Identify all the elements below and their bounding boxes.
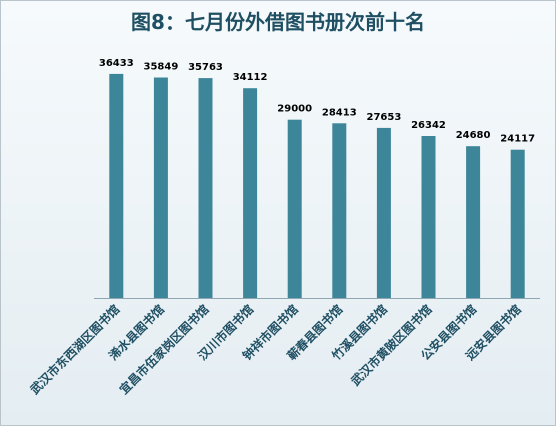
bar	[153, 77, 168, 298]
bar	[198, 78, 213, 298]
bar	[243, 88, 258, 298]
value-label: 35763	[188, 62, 223, 73]
bar	[287, 119, 302, 298]
bar	[510, 149, 525, 298]
value-label: 28413	[322, 107, 357, 118]
bar	[109, 73, 124, 299]
bar	[332, 123, 347, 298]
value-label: 34112	[233, 72, 268, 83]
category-label: 武汉市东西湖区图书馆	[27, 302, 122, 397]
value-label: 27653	[367, 112, 402, 123]
bar	[421, 136, 436, 298]
value-labels-group: 36433 35849 35763 34112 29000 28413 27653 26342…	[99, 58, 535, 145]
bar	[466, 146, 481, 298]
value-label: 24117	[500, 134, 535, 145]
value-label: 29000	[277, 104, 312, 115]
chart-title: 图8：七月份外借图书册次前十名	[131, 10, 425, 34]
category-labels-group: 武汉市东西湖区图书馆浠水县图书馆宜昌市伍家岗区图书馆汉川市图书馆钟祥市图书馆蕲春…	[27, 302, 524, 397]
value-label: 26342	[411, 120, 446, 131]
category-label: 武汉市黄陂区图书馆	[348, 302, 435, 389]
value-label: 24680	[456, 130, 491, 141]
value-label: 35849	[144, 62, 179, 73]
value-label: 36433	[99, 58, 134, 69]
bars-group	[109, 73, 525, 299]
bar	[376, 127, 391, 299]
category-label: 宜昌市伍家岗区图书馆	[116, 302, 211, 397]
